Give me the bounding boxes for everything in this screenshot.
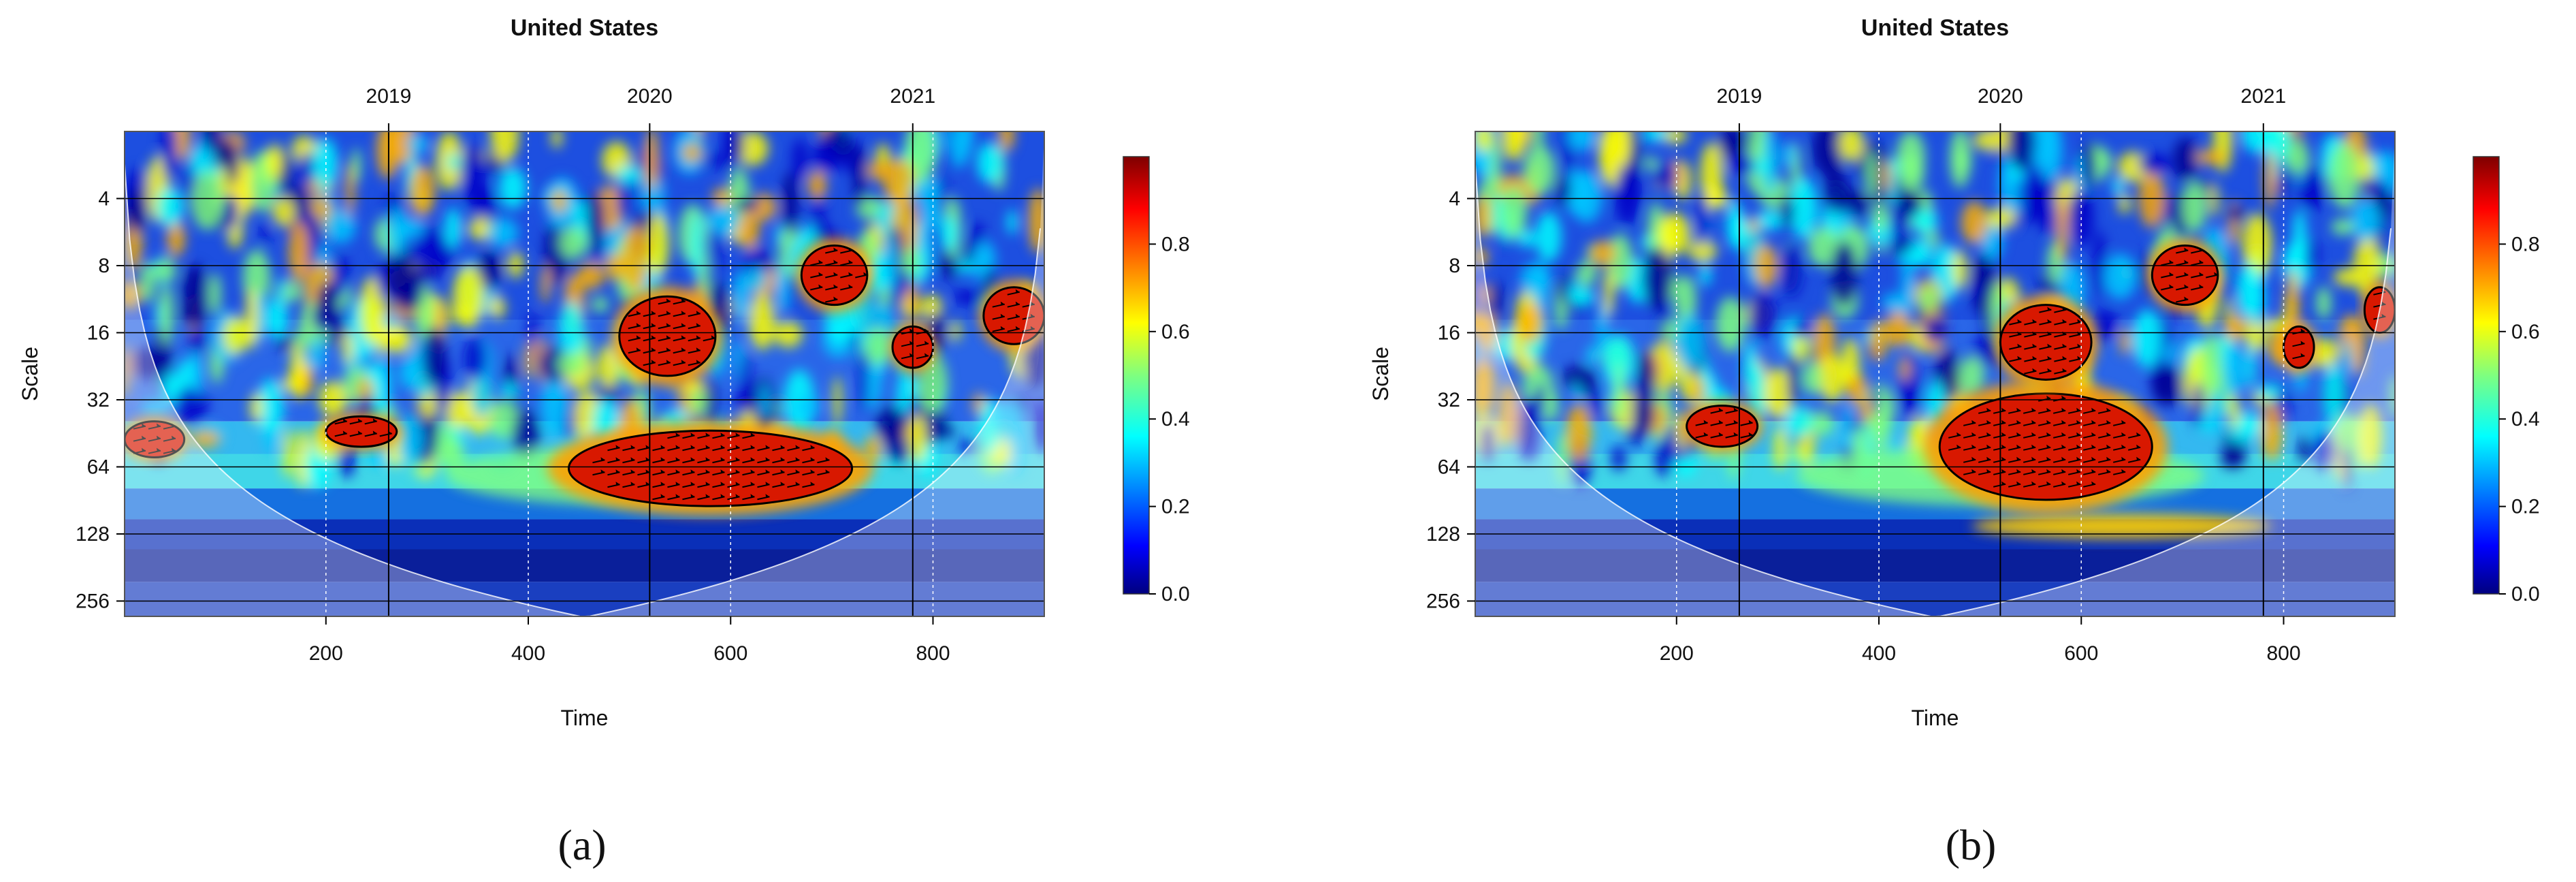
significance-contour bbox=[567, 429, 854, 507]
x-tick-label: 200 bbox=[309, 642, 343, 665]
y-tick-label: 8 bbox=[98, 255, 110, 277]
colorbar-tick-label: 0.4 bbox=[2511, 408, 2540, 430]
y-tick-label: 16 bbox=[87, 321, 110, 344]
wavelet-power-map bbox=[125, 131, 1044, 616]
top-tick-label: 2019 bbox=[1717, 85, 1762, 108]
colorbar-tick-label: 0.6 bbox=[1161, 321, 1190, 343]
y-tick-label: 256 bbox=[1426, 590, 1460, 612]
phase-arrows bbox=[334, 418, 392, 437]
significance-contour bbox=[1938, 392, 2153, 501]
y-tick-label: 4 bbox=[98, 187, 110, 210]
panel-caption: (a) bbox=[558, 821, 606, 869]
y-axis-label: Scale bbox=[1368, 347, 1393, 401]
x-tick-label: 600 bbox=[713, 642, 747, 665]
significance-contour bbox=[125, 420, 186, 458]
phase-arrows bbox=[810, 247, 868, 303]
y-tick-label: 8 bbox=[1449, 255, 1460, 277]
phase-arrows bbox=[2292, 328, 2305, 360]
significant-region bbox=[325, 416, 397, 447]
y-tick-label: 4 bbox=[1449, 187, 1460, 210]
colorbar-tick-label: 0.0 bbox=[1161, 583, 1190, 605]
top-tick-label: 2020 bbox=[1978, 85, 2023, 108]
x-axis-label: Time bbox=[1912, 706, 1959, 730]
chart-title: United States bbox=[511, 15, 658, 41]
significance-contour bbox=[1686, 405, 1759, 448]
significant-region bbox=[1939, 393, 2153, 500]
wavelet-panel-a: United States 2019 2020 2021 200 400 600 800 Tim… bbox=[18, 15, 1190, 869]
top-tick-label: 2020 bbox=[627, 85, 673, 108]
top-tick-label: 2021 bbox=[890, 85, 935, 108]
panel-caption: (b) bbox=[1946, 821, 1997, 869]
colorbar-tick-label: 0.2 bbox=[1161, 496, 1190, 518]
significant-region bbox=[2283, 326, 2315, 368]
phase-arrows bbox=[1695, 407, 1753, 439]
top-tick-label: 2019 bbox=[366, 85, 412, 108]
wavelet-panel-b: United States 2019 2020 2021 200 400 600 800 Tim… bbox=[1368, 15, 2540, 869]
y-tick-label: 128 bbox=[76, 523, 110, 546]
phase-arrows bbox=[1948, 395, 2141, 488]
cone-of-influence-shade bbox=[1475, 131, 2395, 616]
wavelet-power-map bbox=[1475, 131, 2395, 616]
x-tick-label: 600 bbox=[2064, 642, 2098, 665]
y-tick-label: 64 bbox=[87, 456, 110, 478]
colorbar-tick-label: 0.2 bbox=[2511, 496, 2540, 518]
significance-contour bbox=[982, 286, 1044, 345]
x-tick-label: 400 bbox=[1862, 642, 1896, 665]
colorbar-tick-label: 0.8 bbox=[1161, 233, 1190, 255]
x-tick-label: 800 bbox=[2266, 642, 2300, 665]
y-tick-label: 32 bbox=[87, 389, 110, 411]
y-tick-label: 256 bbox=[76, 590, 110, 612]
y-tick-label: 64 bbox=[1438, 456, 1460, 478]
chart-title: United States bbox=[1861, 15, 2009, 41]
phase-arrows bbox=[2161, 247, 2219, 303]
y-tick-label: 16 bbox=[1438, 321, 1460, 344]
x-tick-label: 400 bbox=[511, 642, 545, 665]
phase-arrows bbox=[592, 432, 830, 501]
y-tick-label: 32 bbox=[1438, 389, 1460, 411]
plot-frame bbox=[124, 131, 1045, 617]
phase-arrows bbox=[2373, 289, 2386, 320]
significance-contour bbox=[325, 415, 398, 448]
significance-contour bbox=[618, 295, 717, 377]
significant-region bbox=[2000, 304, 2092, 380]
phase-arrows bbox=[992, 289, 1035, 332]
plot-frame bbox=[1475, 131, 2396, 617]
x-tick-label: 800 bbox=[916, 642, 950, 665]
colorbar-tick-label: 0.0 bbox=[2511, 583, 2540, 605]
phase-arrows bbox=[901, 328, 929, 360]
colorbar bbox=[1123, 156, 1150, 595]
colorbar-tick-label: 0.4 bbox=[1161, 408, 1190, 430]
top-tick-label: 2021 bbox=[2240, 85, 2286, 108]
phase-arrows bbox=[133, 423, 176, 454]
cone-of-influence-shade bbox=[125, 131, 1044, 616]
y-tick-label: 128 bbox=[1426, 523, 1460, 546]
x-axis-label: Time bbox=[561, 706, 609, 730]
x-tick-label: 200 bbox=[1660, 642, 1694, 665]
colorbar-tick-label: 0.8 bbox=[2511, 233, 2540, 255]
phase-arrows bbox=[2009, 306, 2082, 375]
colorbar bbox=[2473, 156, 2500, 595]
colorbar-tick-label: 0.6 bbox=[2511, 321, 2540, 343]
y-axis-label: Scale bbox=[18, 347, 42, 401]
